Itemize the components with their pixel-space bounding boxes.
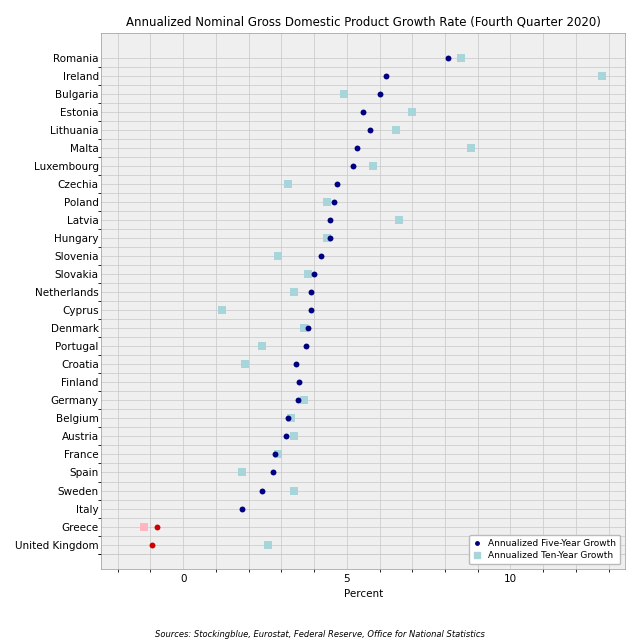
Point (306, 305, 316, 316)
Point (322, 233, 332, 243)
Point (351, 143, 362, 153)
Point (283, 179, 293, 189)
Point (257, 341, 267, 351)
Text: Sources: Stockingblue, Eurostat, Federal Reserve, Office for National Statistics: Sources: Stockingblue, Eurostat, Federal… (155, 630, 485, 639)
Point (391, 125, 401, 135)
Point (456, 52, 467, 63)
Point (147, 540, 157, 550)
Point (263, 540, 273, 550)
Point (283, 413, 293, 424)
Point (289, 287, 300, 297)
Point (328, 197, 339, 207)
Point (348, 161, 358, 171)
Legend: Annualized Five-Year Growth, Annualized Ten-Year Growth: Annualized Five-Year Growth, Annualized … (469, 535, 621, 564)
Point (394, 215, 404, 225)
Point (303, 269, 313, 279)
Point (291, 359, 301, 369)
Point (303, 323, 313, 333)
Point (325, 233, 335, 243)
Point (299, 323, 309, 333)
Point (152, 522, 162, 532)
Point (299, 396, 309, 406)
Point (301, 341, 311, 351)
Point (237, 504, 247, 514)
Point (309, 269, 319, 279)
Point (322, 197, 332, 207)
Point (597, 70, 607, 81)
Point (316, 251, 326, 261)
Point (240, 359, 250, 369)
Title: Annualized Nominal Gross Domestic Product Growth Rate (Fourth Quarter 2020): Annualized Nominal Gross Domestic Produc… (126, 15, 600, 28)
Point (286, 413, 296, 424)
Point (289, 431, 300, 442)
Point (306, 287, 316, 297)
Point (374, 88, 385, 99)
Point (339, 88, 349, 99)
Point (257, 485, 267, 495)
Point (466, 143, 476, 153)
Point (281, 431, 291, 442)
X-axis label: Percent: Percent (344, 589, 383, 600)
Point (407, 107, 417, 117)
Point (358, 107, 369, 117)
Point (237, 467, 247, 477)
Point (218, 305, 228, 316)
Point (269, 449, 280, 460)
Point (381, 70, 391, 81)
Point (365, 125, 375, 135)
Point (268, 467, 278, 477)
Point (368, 161, 378, 171)
Point (332, 179, 342, 189)
Point (292, 396, 303, 406)
Point (139, 522, 149, 532)
Point (289, 485, 300, 495)
Point (325, 215, 335, 225)
Point (294, 377, 305, 387)
Point (443, 52, 453, 63)
Point (273, 449, 284, 460)
Point (273, 251, 284, 261)
